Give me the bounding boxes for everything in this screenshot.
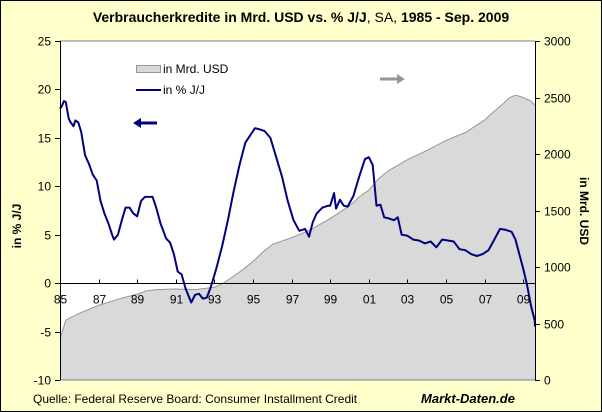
right-tick-label: 2500	[544, 92, 571, 106]
x-axis-ticks: 85 87 89 91 93 95 97 99 01 03 05 07 09	[54, 279, 531, 307]
legend: in Mrd. USD in % J/J	[136, 62, 229, 97]
source-note: Quelle: Federal Reserve Board: Consumer …	[33, 392, 358, 406]
brand-logo: Markt-Daten.de	[421, 391, 515, 406]
chart-title: Verbraucherkredite in Mrd. USD vs. % J/J…	[93, 9, 510, 25]
x-tick-label: 91	[170, 293, 184, 307]
x-tick-label: 85	[54, 293, 68, 307]
right-tick-label: 0	[544, 374, 551, 388]
left-tick-label: 25	[38, 35, 52, 49]
x-tick-label: 09	[517, 293, 531, 307]
x-tick-label: 03	[401, 293, 415, 307]
right-tick-label: 1000	[544, 261, 571, 275]
right-tick-label: 3000	[544, 35, 571, 49]
x-tick-label: 97	[286, 293, 300, 307]
chart-title-range: 1985 - Sep. 2009	[397, 9, 509, 25]
x-tick-label: 99	[324, 293, 338, 307]
left-tick-label: 10	[38, 180, 52, 194]
x-tick-label: 87	[93, 293, 107, 307]
left-tick-label: 0	[44, 277, 51, 291]
x-tick-label: 01	[363, 293, 377, 307]
right-axis-title: in Mrd. USD	[577, 177, 591, 245]
right-axis-ticks: 3000 2500 2000 1500 1000 500 0	[535, 35, 571, 388]
left-tick-label: 5	[44, 229, 51, 243]
left-axis-title: in % J/J	[10, 204, 24, 249]
left-axis-ticks: 25 20 15 10 5 0 -5 -10	[34, 35, 60, 388]
left-tick-label: 15	[38, 132, 52, 146]
line-series-path	[59, 100, 536, 327]
right-tick-label: 500	[544, 318, 564, 332]
x-tick-label: 07	[479, 293, 493, 307]
left-tick-label: -5	[40, 326, 51, 340]
chart-title-sa: , SA,	[367, 9, 397, 25]
legend-swatch-area	[136, 65, 161, 73]
arrow-right-icon	[380, 74, 405, 84]
left-tick-label: -10	[34, 374, 52, 388]
right-tick-label: 1500	[544, 205, 571, 219]
x-tick-label: 95	[247, 293, 261, 307]
area-series-fill	[60, 95, 535, 380]
legend-label-area: in Mrd. USD	[163, 62, 229, 76]
x-tick-label: 89	[131, 293, 145, 307]
x-tick-label: 93	[208, 293, 222, 307]
chart-title-main: Verbraucherkredite in Mrd. USD vs. % J/J	[93, 9, 367, 25]
right-tick-label: 2000	[544, 148, 571, 162]
left-tick-label: 20	[38, 83, 52, 97]
line-series-layer	[59, 100, 536, 327]
legend-label-line: in % J/J	[163, 83, 205, 97]
x-tick-label: 05	[440, 293, 454, 307]
arrow-left-icon	[133, 118, 157, 128]
